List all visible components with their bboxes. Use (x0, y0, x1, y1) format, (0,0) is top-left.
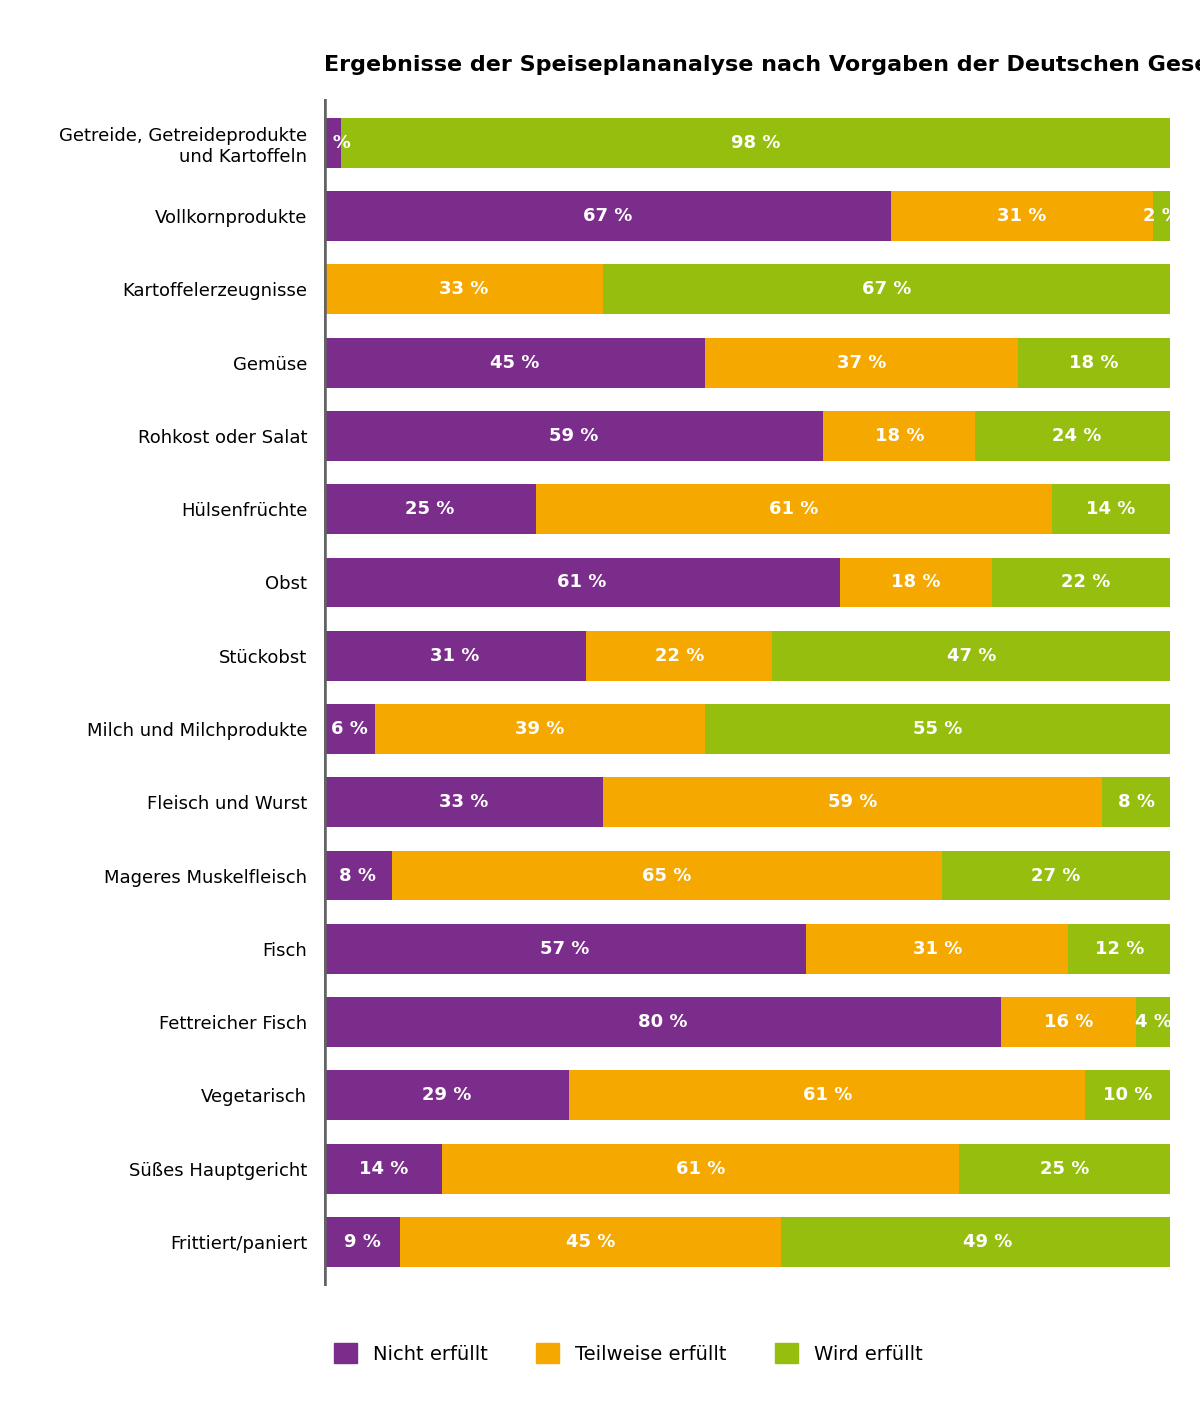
Text: 8 %: 8 % (340, 866, 377, 885)
Bar (942, 851, 1170, 900)
Text: 65 %: 65 % (642, 866, 691, 885)
Text: 61 %: 61 % (557, 574, 607, 592)
Bar (806, 924, 1068, 974)
Bar (324, 777, 604, 827)
Bar (992, 558, 1178, 608)
Text: 25 %: 25 % (1039, 1160, 1088, 1177)
Bar (604, 777, 1103, 827)
Bar (569, 1071, 1086, 1121)
Bar (890, 191, 1153, 242)
Bar (704, 704, 1170, 755)
Text: 61 %: 61 % (803, 1087, 852, 1105)
Text: 61 %: 61 % (676, 1160, 725, 1177)
Bar (1051, 485, 1170, 534)
Bar (840, 558, 992, 608)
Bar (324, 485, 535, 534)
Bar (400, 1217, 781, 1267)
Text: Ergebnisse der Speiseplananalyse nach Vorgaben der Deutschen Gesellschaft für Er: Ergebnisse der Speiseplananalyse nach Vo… (324, 55, 1200, 75)
Text: 33 %: 33 % (439, 280, 488, 298)
Text: 57 %: 57 % (540, 940, 589, 958)
Text: 6 %: 6 % (331, 721, 368, 738)
Bar (1136, 998, 1170, 1047)
Bar (324, 851, 391, 900)
Bar (324, 338, 704, 387)
Bar (324, 1143, 443, 1194)
Bar (1018, 338, 1170, 387)
Text: 49 %: 49 % (964, 1234, 1013, 1251)
Text: 2 %: 2 % (314, 134, 350, 151)
Text: 2 %: 2 % (1144, 208, 1180, 225)
Bar (1103, 777, 1170, 827)
Text: 22 %: 22 % (1061, 574, 1110, 592)
Bar (324, 1071, 569, 1121)
Text: 14 %: 14 % (359, 1160, 408, 1177)
Bar (324, 1217, 400, 1267)
Text: 31 %: 31 % (431, 647, 480, 664)
Bar (587, 630, 773, 681)
Text: 39 %: 39 % (515, 721, 564, 738)
Bar (1153, 191, 1170, 242)
Bar (1001, 998, 1136, 1047)
Bar (704, 338, 1018, 387)
Text: 4 %: 4 % (1135, 1013, 1171, 1031)
Bar (324, 924, 806, 974)
Text: 61 %: 61 % (769, 500, 818, 519)
Bar (324, 117, 341, 168)
Bar (773, 630, 1170, 681)
Bar (324, 558, 840, 608)
Text: 33 %: 33 % (439, 793, 488, 811)
Bar (324, 704, 374, 755)
Bar (341, 117, 1170, 168)
Text: 18 %: 18 % (875, 427, 924, 445)
Bar (1068, 924, 1170, 974)
Text: 16 %: 16 % (1044, 1013, 1093, 1031)
Bar (324, 630, 587, 681)
Bar (324, 264, 604, 314)
Legend: Nicht erfüllt, Teilweise erfüllt, Wird erfüllt: Nicht erfüllt, Teilweise erfüllt, Wird e… (334, 1342, 923, 1364)
Text: 10 %: 10 % (1103, 1087, 1152, 1105)
Bar (535, 485, 1051, 534)
Text: 31 %: 31 % (913, 940, 962, 958)
Text: 67 %: 67 % (862, 280, 911, 298)
Text: 14 %: 14 % (1086, 500, 1135, 519)
Text: 24 %: 24 % (1052, 427, 1102, 445)
Text: 98 %: 98 % (731, 134, 780, 151)
Text: 12 %: 12 % (1094, 940, 1144, 958)
Bar (374, 704, 704, 755)
Text: 80 %: 80 % (637, 1013, 688, 1031)
Bar (976, 411, 1178, 461)
Bar (1086, 1071, 1170, 1121)
Text: 31 %: 31 % (997, 208, 1046, 225)
Text: 22 %: 22 % (655, 647, 704, 664)
Text: 25 %: 25 % (406, 500, 455, 519)
Text: 45 %: 45 % (490, 353, 539, 372)
Bar (443, 1143, 959, 1194)
Text: 18 %: 18 % (1069, 353, 1118, 372)
Bar (324, 191, 890, 242)
Bar (391, 851, 942, 900)
Text: 8 %: 8 % (1117, 793, 1154, 811)
Bar (823, 411, 976, 461)
Text: 9 %: 9 % (343, 1234, 380, 1251)
Text: 45 %: 45 % (566, 1234, 616, 1251)
Bar (959, 1143, 1170, 1194)
Bar (781, 1217, 1195, 1267)
Text: 18 %: 18 % (892, 574, 941, 592)
Bar (324, 998, 1001, 1047)
Text: 29 %: 29 % (422, 1087, 472, 1105)
Text: 27 %: 27 % (1031, 866, 1080, 885)
Bar (604, 264, 1170, 314)
Text: 37 %: 37 % (836, 353, 886, 372)
Text: 47 %: 47 % (947, 647, 996, 664)
Text: 59 %: 59 % (548, 427, 599, 445)
Text: 67 %: 67 % (583, 208, 632, 225)
Text: 55 %: 55 % (913, 721, 962, 738)
Text: 59 %: 59 % (828, 793, 877, 811)
Bar (324, 411, 823, 461)
